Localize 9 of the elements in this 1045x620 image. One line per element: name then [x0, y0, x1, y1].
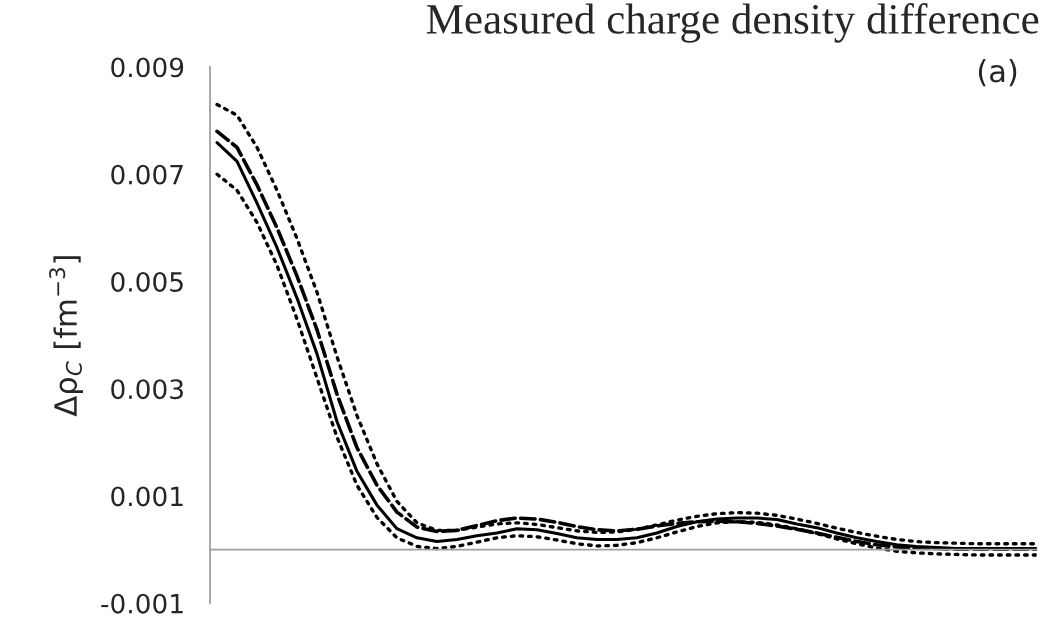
y-tick-label: 0.005 — [111, 271, 183, 292]
annotation: (a) — [978, 58, 1017, 87]
y-tick-label: 0.003 — [111, 379, 183, 400]
y-tick-label: 0.001 — [111, 486, 183, 507]
y-axis-title: Δρ$_{C}$ [fm$^{−3}$] — [49, 256, 84, 417]
y-tick-label: -0.001 — [101, 593, 183, 614]
y-tick-label: 0.009 — [111, 57, 184, 78]
chart-title: Measured charge density difference — [426, 3, 1039, 43]
y-tick-label: 0.007 — [111, 164, 183, 185]
